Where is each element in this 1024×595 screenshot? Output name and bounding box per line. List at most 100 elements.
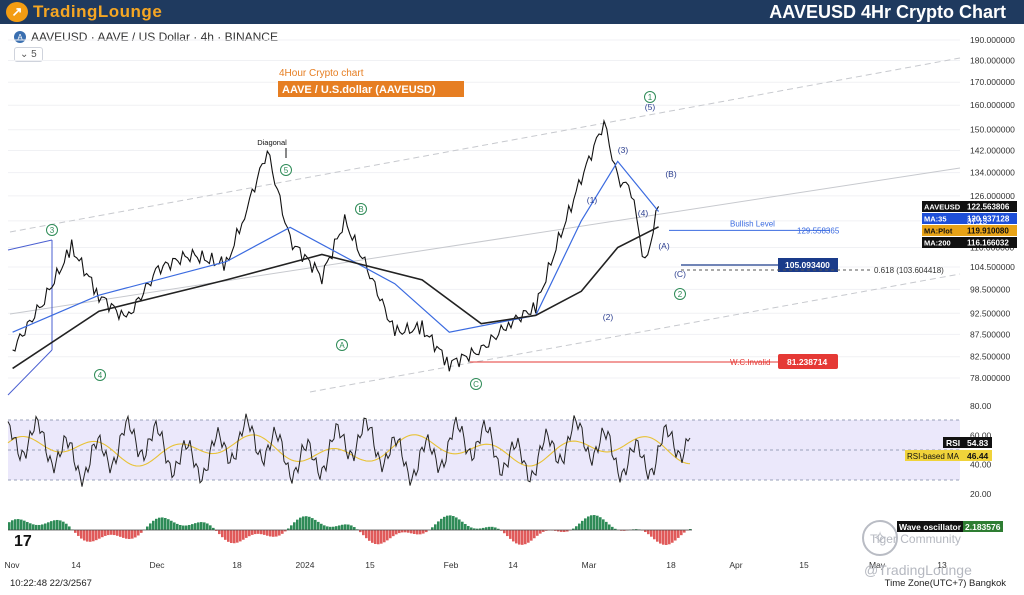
annotation-title: 4Hour Crypto chart xyxy=(279,68,364,79)
price-tag-value-bg xyxy=(965,237,1017,248)
osc-bar xyxy=(239,530,242,542)
price-tag-value: 119.910080 xyxy=(967,227,1009,236)
wave-labels: 3 Diagonal 5 B 4 A C (1) (2) (3) (4) 1(5) (B) (A) (C) 2 xyxy=(46,91,686,390)
osc-bar xyxy=(659,530,662,544)
osc-bar xyxy=(281,530,284,534)
osc-bar xyxy=(101,530,104,538)
osc-bar xyxy=(338,525,341,530)
osc-bar xyxy=(158,517,161,530)
wave-marker xyxy=(470,378,482,390)
invalid-label: W.C.Invalid xyxy=(730,358,770,367)
rsi-tick: 40.00 xyxy=(970,460,992,470)
price-tick: 82.500000 xyxy=(970,352,1010,362)
wave-label: (B) xyxy=(665,169,677,179)
price-tick: 170.000000 xyxy=(970,77,1015,87)
osc-bar xyxy=(185,525,188,530)
osc-bar xyxy=(680,530,683,536)
osc-bar xyxy=(116,530,119,536)
osc-bar xyxy=(32,524,35,530)
header-bar: ↗ TradingLounge AAVEUSD 4Hr Crypto Chart xyxy=(0,0,1024,24)
osc-bar xyxy=(119,530,122,537)
target-box xyxy=(778,258,838,272)
osc-bar xyxy=(656,530,659,542)
osc-bar xyxy=(488,526,491,530)
footer-timezone[interactable]: Time Zone(UTC+7) Bangkok xyxy=(884,578,1006,589)
osc-bar xyxy=(536,530,539,536)
rsi-ma-tag-bg xyxy=(905,450,965,461)
osc-bar xyxy=(368,530,371,541)
osc-bar xyxy=(83,530,86,541)
wave-label: B xyxy=(358,205,363,214)
wave-marker xyxy=(336,339,348,351)
footer-datetime: 10:22:48 22/3/2567 xyxy=(10,578,92,589)
osc-bar xyxy=(407,530,410,533)
osc-bar xyxy=(494,527,497,530)
osc-bar xyxy=(506,530,509,537)
time-tick: 18 xyxy=(232,560,242,570)
osc-value-bg xyxy=(963,521,1003,532)
price-tag-value-bg xyxy=(965,225,1017,236)
osc-bar xyxy=(380,530,383,544)
osc-tag-label: Wave oscillator xyxy=(899,522,962,532)
osc-bar xyxy=(677,530,680,538)
osc-bar xyxy=(191,524,194,530)
osc-bar xyxy=(29,523,32,530)
osc-bar xyxy=(272,530,275,537)
time-tick: 15 xyxy=(365,560,375,570)
osc-bar xyxy=(152,520,155,530)
osc-bar xyxy=(467,525,470,530)
osc-bar xyxy=(482,527,485,530)
osc-bar xyxy=(266,530,269,536)
osc-bar xyxy=(134,530,137,538)
indicator-toggle[interactable]: ⌄ 5 xyxy=(14,47,43,62)
time-tick: 14 xyxy=(71,560,81,570)
osc-bar xyxy=(194,523,197,530)
osc-bar xyxy=(440,518,443,530)
bullish-level-value: 129.558365 xyxy=(797,226,840,235)
price-tick: 142.000000 xyxy=(970,146,1015,156)
price-tick: 150.000000 xyxy=(970,125,1015,135)
target-value: 105.093400 xyxy=(785,260,830,270)
osc-bar xyxy=(197,522,200,530)
osc-bar xyxy=(140,530,143,533)
osc-bar xyxy=(251,530,254,535)
price-tag-value: 116.166032 xyxy=(967,239,1009,248)
wave-marker xyxy=(674,288,686,300)
time-tick: Nov xyxy=(4,560,20,570)
osc-bar xyxy=(302,516,305,530)
price-tag-bg xyxy=(922,201,965,212)
series-line-aaveusd xyxy=(12,118,660,372)
osc-bar xyxy=(179,524,182,530)
osc-bar xyxy=(290,525,293,530)
price-tag-value-bg xyxy=(965,213,1017,224)
osc-bar xyxy=(113,530,116,536)
time-tick: 15 xyxy=(799,560,809,570)
osc-bar xyxy=(353,527,356,530)
rsi-ma-value: 46.44 xyxy=(967,451,989,461)
osc-bar xyxy=(230,530,233,543)
osc-bar xyxy=(104,530,107,536)
wave-marker xyxy=(355,203,367,215)
osc-bar xyxy=(128,530,131,540)
osc-bar xyxy=(20,519,23,530)
osc-bar xyxy=(326,526,329,530)
price-tag-bg xyxy=(922,213,965,224)
osc-bar xyxy=(683,530,686,533)
osc-bar xyxy=(644,530,647,533)
price-tag-bg xyxy=(922,225,965,236)
osc-bar xyxy=(689,528,692,530)
osc-bar xyxy=(473,528,476,530)
osc-bar xyxy=(314,519,317,530)
osc-bar xyxy=(611,526,614,530)
osc-bar xyxy=(608,524,611,530)
osc-bar xyxy=(308,516,311,530)
wave-label: (2) xyxy=(603,312,614,322)
osc-bar xyxy=(671,530,674,543)
osc-bar xyxy=(323,525,326,530)
wave-label: (C) xyxy=(674,269,686,279)
osc-bar xyxy=(476,528,479,530)
osc-bar xyxy=(263,530,266,535)
osc-bar xyxy=(530,530,533,541)
osc-bar xyxy=(383,530,386,543)
